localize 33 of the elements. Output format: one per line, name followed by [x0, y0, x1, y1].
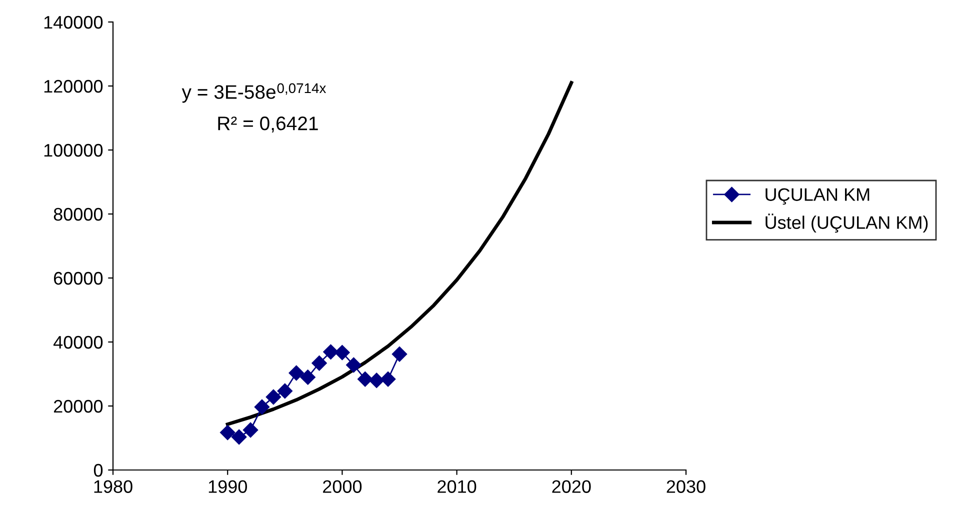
x-tick-label: 1980 [94, 480, 132, 493]
y-tick-label: 0 [94, 464, 103, 477]
y-tick-label: 40000 [53, 336, 103, 349]
point [392, 346, 408, 362]
point [369, 372, 384, 388]
y-tick-label: 120000 [44, 80, 103, 93]
x-tick-label: 2000 [323, 480, 362, 493]
point [220, 424, 236, 440]
point [231, 429, 247, 445]
legend-label: Üstel (UÇULAN KM) [766, 214, 928, 233]
annotation: R² = 0,6421 [218, 116, 318, 133]
point [254, 399, 270, 415]
x-tick-label: 2010 [438, 480, 476, 493]
x-tick-label: 2020 [552, 480, 591, 493]
point [358, 372, 373, 387]
point [266, 389, 282, 405]
y-tick-label: 20000 [54, 400, 103, 413]
y-tick-label: 140000 [44, 16, 103, 29]
point [242, 422, 258, 438]
point [323, 344, 338, 360]
point [346, 357, 362, 373]
point [334, 344, 350, 360]
point [312, 356, 327, 371]
point [300, 370, 316, 385]
point [277, 383, 292, 399]
point [288, 365, 304, 381]
x-tick-label: 2030 [666, 480, 706, 493]
y-tick-label: 60000 [54, 272, 103, 285]
legend-label: UÇULAN KM [766, 188, 870, 205]
point [380, 372, 396, 387]
x-tick-label: 1990 [208, 480, 247, 493]
y-tick-label: 100000 [44, 144, 103, 157]
y-tick-label: 80000 [54, 208, 103, 221]
